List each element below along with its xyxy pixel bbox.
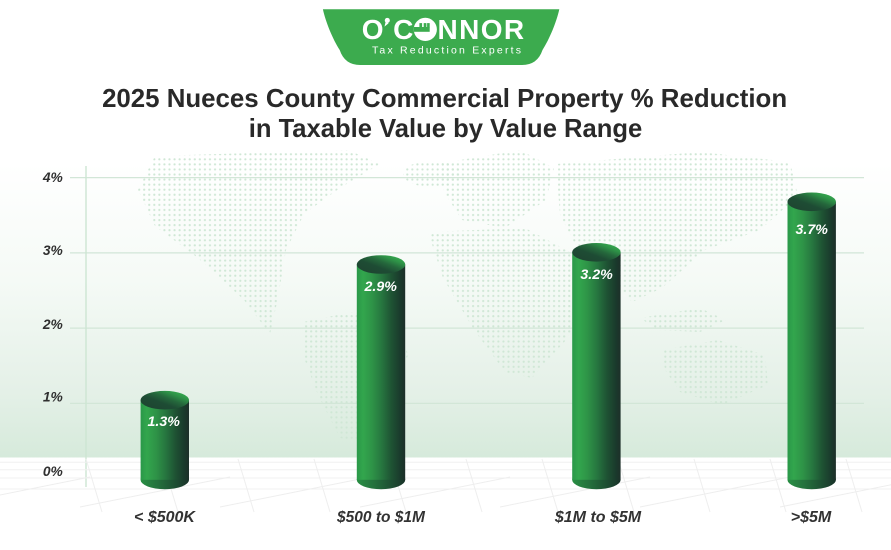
svg-text:NNOR: NNOR [438,14,526,45]
svg-text:$500 to $1M: $500 to $1M [336,509,426,526]
svg-text:3.2%: 3.2% [580,267,613,283]
svg-text:C: C [393,14,413,45]
svg-text:< $500K: < $500K [134,509,196,526]
svg-text:3.7%: 3.7% [796,222,829,238]
svg-text:O: O [362,14,384,45]
svg-text:0%: 0% [43,464,63,479]
svg-text:2%: 2% [42,317,63,332]
svg-text:$1M to $5M: $1M to $5M [554,509,642,526]
svg-text:4%: 4% [42,170,63,185]
svg-text:3%: 3% [43,243,63,258]
svg-text:1%: 1% [43,390,63,405]
svg-text:2025 Nueces County Commercial: 2025 Nueces County Commercial Property %… [102,85,787,113]
svg-text:>$5M: >$5M [791,509,832,526]
svg-text:Tax Reduction Experts: Tax Reduction Experts [372,45,523,57]
svg-text:2.9%: 2.9% [364,279,398,295]
svg-text:1.3%: 1.3% [148,414,181,430]
svg-text:in Taxable Value by Value Rang: in Taxable Value by Value Range [249,115,643,143]
